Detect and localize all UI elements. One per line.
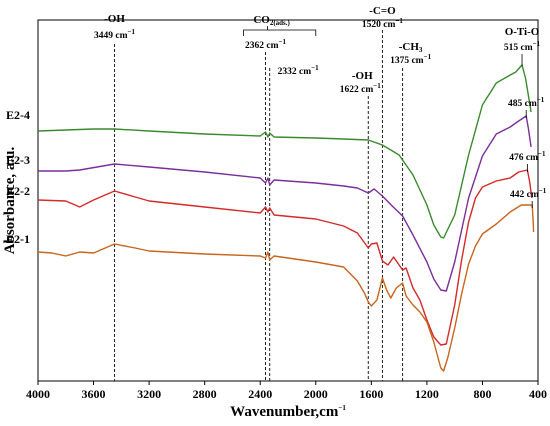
- band-label-co2: CO2(ads.): [253, 14, 290, 27]
- x-tick-label: 3200: [137, 387, 161, 401]
- series-line-e2-2: [37, 169, 533, 346]
- x-tick-label: 2800: [193, 387, 217, 401]
- x-axis-title: Wavenumber,cm−1: [230, 404, 346, 420]
- x-tick-label: 2000: [304, 387, 328, 401]
- series-lines: [37, 64, 535, 372]
- band-label-oh: -OH: [104, 13, 125, 25]
- peak-wavenumber-442: 442 cm−1: [510, 187, 547, 200]
- x-tick-label: 2400: [248, 387, 272, 401]
- x-axis-ticks: 4000 3600 3200 2800 2400 2000 1600 1200 800 400: [26, 381, 547, 401]
- band-wavenumber-2332: 2332 cm−1: [278, 64, 320, 77]
- annotations: E2-4 E2-3 E2-2 E2-1 -OH 3449 cm−1 CO2(ads.) 236…: [6, 5, 547, 246]
- peak-wavenumber-485: 485 cm−1: [508, 96, 545, 109]
- series-label-e2-1: E2-1: [6, 232, 30, 246]
- x-tick-label: 1600: [359, 387, 383, 401]
- x-tick-label: 400: [529, 387, 547, 401]
- peak-label-oti: O-Ti-O: [505, 26, 540, 38]
- x-tick-label: 4000: [26, 387, 50, 401]
- x-tick-label: 1200: [415, 387, 439, 401]
- band-label-ch3: -CH3: [399, 41, 423, 54]
- band-label-oh-1622: -OH: [352, 70, 373, 82]
- band-label-co: -C=O: [369, 5, 396, 17]
- series-line-e2-3: [38, 115, 532, 292]
- band-wavenumber-1622: 1622 cm−1: [340, 82, 382, 95]
- x-tick-label: 3600: [82, 387, 106, 401]
- series-label-e2-2: E2-2: [6, 184, 30, 198]
- y-axis-title: Absorbance, a.u.: [2, 146, 18, 254]
- series-line-e2-1: [37, 204, 535, 372]
- band-wavenumber-1520: 1520 cm−1: [362, 17, 404, 30]
- band-wavenumber-3449: 3449 cm−1: [94, 28, 136, 41]
- co2-bracket: [243, 29, 317, 36]
- peak-wavenumber-515: 515 cm−1: [504, 40, 541, 53]
- series-label-e2-4: E2-4: [6, 108, 30, 122]
- band-wavenumber-1375: 1375 cm−1: [390, 53, 432, 66]
- series-line-e2-4: [37, 64, 532, 239]
- band-markers: [114, 30, 404, 381]
- band-wavenumber-2362: 2362 cm−1: [245, 38, 287, 51]
- series-label-e2-3: E2-3: [6, 153, 30, 167]
- peak-wavenumber-476: 476 cm−1: [509, 150, 546, 163]
- x-tick-label: 800: [473, 387, 491, 401]
